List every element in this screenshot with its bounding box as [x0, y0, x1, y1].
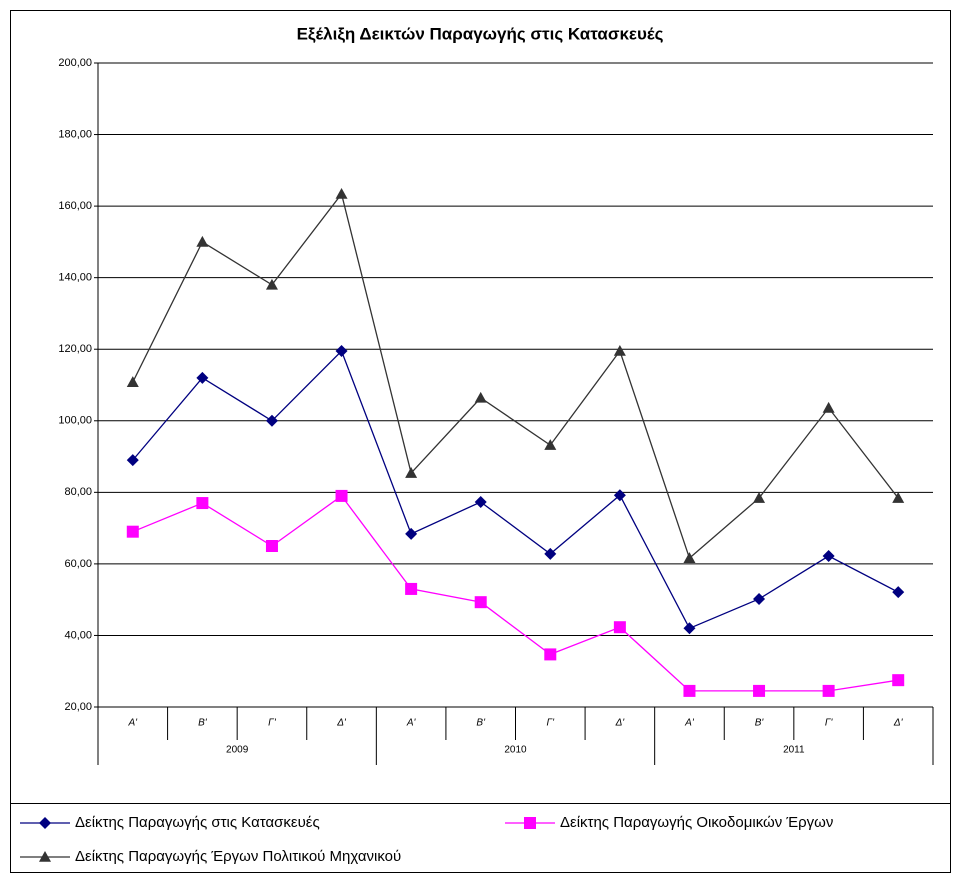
y-tick-label: 60,00: [64, 558, 92, 570]
y-tick-label: 80,00: [64, 486, 92, 498]
y-tick-label: 20,00: [64, 701, 92, 713]
marker: [126, 525, 139, 538]
marker: [822, 550, 835, 563]
marker: [474, 495, 487, 508]
marker: [753, 492, 766, 503]
chart-border: [10, 10, 951, 873]
y-tick-label: 120,00: [58, 343, 92, 355]
marker: [265, 278, 278, 290]
y-tick-label: 100,00: [58, 415, 92, 427]
marker: [196, 235, 209, 247]
marker: [892, 492, 905, 503]
y-tick-label: 180,00: [58, 128, 92, 140]
series-line: [132, 349, 899, 630]
x-group-label: 2011: [783, 745, 805, 756]
marker: [822, 401, 835, 413]
x-tick-label: Β': [755, 718, 765, 729]
series-line: [132, 495, 899, 692]
x-group-label: 2009: [226, 745, 249, 756]
x-tick-label: Γ': [546, 718, 555, 729]
x-tick-label: Δ': [336, 718, 347, 729]
x-tick-label: Β': [198, 718, 208, 729]
marker: [196, 371, 209, 384]
x-tick-label: Δ': [615, 718, 626, 729]
chart-title: Εξέλιξη Δεικτών Παραγωγής στις Κατασκευέ…: [297, 24, 664, 43]
y-tick-label: 140,00: [58, 272, 92, 284]
marker: [683, 552, 696, 563]
x-tick-label: Α': [406, 718, 417, 729]
marker: [822, 684, 835, 697]
marker: [39, 817, 51, 829]
y-tick-label: 40,00: [64, 629, 92, 641]
x-tick-label: Δ': [893, 718, 904, 729]
legend-label: Δείκτης Παραγωγής Έργων Πολιτικού Μηχανι…: [75, 848, 401, 865]
marker: [753, 684, 766, 697]
marker: [196, 497, 209, 510]
marker: [753, 592, 766, 605]
marker: [613, 621, 626, 634]
marker: [544, 439, 557, 450]
marker: [265, 414, 278, 427]
marker: [405, 527, 418, 540]
marker: [474, 596, 487, 609]
series-line: [132, 192, 899, 560]
marker: [613, 345, 626, 356]
marker: [335, 345, 348, 358]
y-tick-label: 200,00: [58, 57, 92, 69]
marker: [335, 187, 348, 199]
marker: [335, 489, 348, 502]
x-tick-label: Γ': [825, 718, 834, 729]
marker: [265, 540, 278, 552]
marker: [524, 817, 536, 829]
x-tick-label: Α': [127, 718, 138, 729]
marker: [474, 391, 487, 403]
x-group-label: 2010: [504, 745, 527, 756]
y-tick-label: 160,00: [58, 200, 92, 212]
marker: [683, 684, 696, 697]
marker: [126, 454, 139, 467]
marker: [544, 547, 557, 560]
marker: [405, 467, 418, 478]
marker: [126, 376, 139, 387]
x-tick-label: Α': [684, 718, 695, 729]
x-tick-label: Β': [476, 718, 486, 729]
marker: [892, 674, 905, 687]
x-tick-label: Γ': [268, 718, 277, 729]
legend-label: Δείκτης Παραγωγής στις Κατασκευές: [75, 814, 320, 831]
marker: [683, 622, 696, 635]
marker: [39, 851, 51, 862]
legend-label: Δείκτης Παραγωγής Οικοδομικών Έργων: [560, 814, 833, 831]
marker: [613, 489, 626, 502]
marker: [544, 648, 557, 661]
marker: [892, 586, 905, 599]
marker: [405, 582, 418, 595]
